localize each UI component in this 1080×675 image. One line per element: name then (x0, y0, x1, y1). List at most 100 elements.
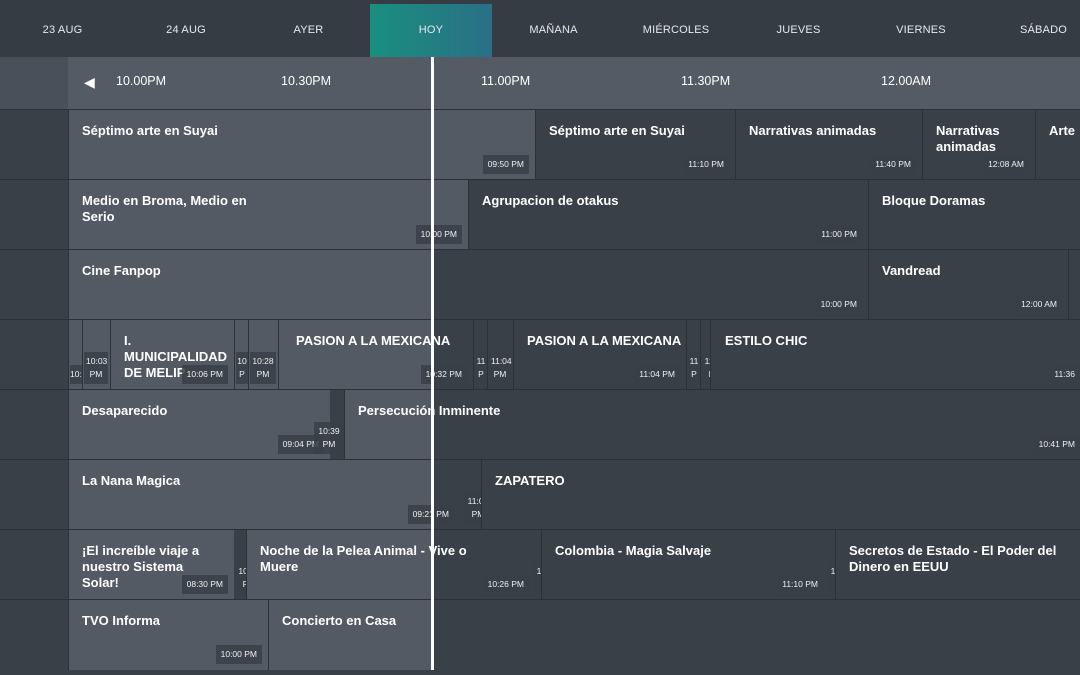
day-tab-manana[interactable]: MAÑANA (529, 24, 578, 36)
channel-row: Cine Fanpop 10:00 PM Vandread 12:00 AM (0, 249, 1080, 320)
channel-row: La Nana Magica 09:21 PM 11:00 PM ZAPATER… (0, 459, 1080, 530)
program-cell[interactable]: ¡El increíble viaje a nuestro Sistema So… (68, 530, 234, 600)
program-cell[interactable]: Persecución Inminente 10:41 PM (344, 390, 1080, 460)
day-tab-hoy[interactable]: HOY (370, 4, 492, 57)
program-title: La Nana Magica (82, 473, 181, 488)
program-cell[interactable]: 11 P (473, 320, 487, 390)
program-time: 10:06 PM (181, 365, 228, 384)
program-cell[interactable]: Medio en Broma, Medio en Serio 10:00 PM (68, 180, 468, 250)
program-cell[interactable]: ESTILO CHIC 11:36 (710, 320, 1080, 390)
program-cell[interactable]: 10:28 PM (248, 320, 278, 390)
program-title: I. MUNICIPALIDAD DE MELIP (124, 333, 228, 380)
program-title: Séptimo arte en Suyai (82, 123, 218, 138)
program-title: ESTILO CHIC (725, 333, 808, 348)
chevron-left-icon[interactable]: ◀ (84, 74, 95, 90)
channel-row: Desaparecido 09:04 PM 10:39 PM Persecuci… (0, 389, 1080, 460)
program-title: Agrupacion de otakus (482, 193, 619, 208)
program-cell[interactable]: Desaparecido 09:04 PM (68, 390, 330, 460)
program-time: 08:30 PM (181, 575, 228, 594)
program-title: Séptimo arte en Suyai (549, 123, 685, 138)
time-tick: 11.00PM (481, 74, 531, 88)
program-time: 11 P (475, 352, 487, 384)
program-title: Bloque Doramas (882, 193, 986, 208)
program-cell[interactable]: Arte (1035, 110, 1080, 180)
channel-logo[interactable] (0, 250, 68, 320)
program-cell[interactable]: 11:04 PM (487, 320, 513, 390)
program-cell[interactable]: Narrativas animadas 12:08 AM (922, 110, 1035, 180)
program-time: 10:41 PM (1033, 435, 1080, 454)
program-cell[interactable]: Agrupacion de otakus 11:00 PM (468, 180, 868, 250)
program-time: 11:00 PM (816, 225, 862, 244)
program-cell[interactable]: Concierto en Casa (268, 600, 1080, 670)
program-cell[interactable]: Séptimo arte en Suyai 09:50 PM (68, 110, 535, 180)
channel-row: ¡El increíble viaje a nuestro Sistema So… (0, 529, 1080, 600)
day-tab-23-aug[interactable]: 23 AUG (42, 24, 83, 36)
program-title: Secretos de Estado - El Poder del Dinero… (849, 543, 1057, 574)
program-time: 10:39 PM (314, 422, 344, 454)
channel-logo[interactable] (0, 390, 68, 460)
day-tab-ayer[interactable]: AYER (293, 24, 324, 36)
timeline-header: ◀ 10.00PM 10.30PM 11.00PM 11.30PM 12.00A… (0, 57, 1080, 109)
program-grid: Séptimo arte en Suyai 09:50 PM Séptimo a… (0, 109, 1080, 670)
program-time: 09:21 PM (407, 505, 454, 524)
program-cell[interactable]: Vandread 12:00 AM (868, 250, 1068, 320)
program-cell[interactable]: La Nana Magica 09:21 PM (68, 460, 472, 530)
program-title: Desaparecido (82, 403, 168, 418)
timeline-track (68, 57, 1080, 109)
program-cell[interactable]: 10:03 PM (82, 320, 110, 390)
program-cell[interactable]: I. MUNICIPALIDAD DE MELIP 10:06 PM (110, 320, 234, 390)
program-time: 11 P (688, 352, 700, 384)
program-time: 11:10 PM (683, 155, 729, 174)
program-cell[interactable]: PASION A LA MEXICANA 10:32 PM (278, 320, 473, 390)
program-cell[interactable]: 10:39 PM (314, 390, 344, 460)
program-title: ZAPATERO (495, 473, 565, 488)
day-tab-miercoles[interactable]: MIÉRCOLES (642, 24, 710, 36)
program-cell[interactable] (1068, 250, 1080, 320)
channel-logo[interactable] (0, 180, 68, 250)
program-time: 10 P (236, 352, 248, 384)
program-time: 09:50 PM (482, 155, 529, 174)
program-cell[interactable]: Colombia - Magia Salvaje 11:10 PM (541, 530, 835, 600)
program-title: Colombia - Magia Salvaje (555, 543, 712, 558)
channel-logo[interactable] (0, 460, 68, 530)
channel-logo[interactable] (0, 110, 68, 180)
program-cell[interactable]: Cine Fanpop 10:00 PM (68, 250, 868, 320)
day-tab-viernes[interactable]: VIERNES (896, 24, 946, 36)
program-title: Vandread (882, 263, 941, 278)
day-selector: 23 AUG 24 AUG AYER HOY MAÑANA MIÉRCOLES … (0, 0, 1080, 57)
program-cell[interactable]: ZAPATERO (481, 460, 1080, 530)
program-cell[interactable]: 10:0 PM (68, 320, 82, 390)
program-cell[interactable]: Narrativas animadas 11:40 PM (735, 110, 922, 180)
channel-logo[interactable] (0, 320, 68, 390)
program-title: Arte (1049, 123, 1076, 138)
program-cell[interactable]: Secretos de Estado - El Poder del Dinero… (835, 530, 1080, 600)
time-tick: 12.00AM (881, 74, 932, 88)
program-cell[interactable]: TVO Informa 10:00 PM (68, 600, 268, 670)
program-time: 10:28 PM (250, 352, 276, 384)
channel-row: Medio en Broma, Medio en Serio 10:00 PM … (0, 179, 1080, 250)
day-tab-24-aug[interactable]: 24 AUG (166, 24, 206, 36)
program-time: 11:04 PM (634, 365, 680, 384)
channel-row: 10:0 PM 10:03 PM I. MUNICIPALIDAD DE MEL… (0, 319, 1080, 390)
program-title: Medio en Broma, Medio en Serio (82, 193, 247, 224)
program-cell[interactable]: Séptimo arte en Suyai 11:10 PM (535, 110, 735, 180)
channel-logo[interactable] (0, 600, 68, 670)
time-tick: 10.30PM (281, 74, 332, 88)
program-time: 11:10 PM (777, 575, 823, 594)
program-title: PASION A LA MEXICANA (296, 333, 451, 348)
program-time: 11:40 PM (870, 155, 916, 174)
program-cell[interactable]: Bloque Doramas (868, 180, 1080, 250)
day-tab-sabado[interactable]: SÁBADO (1019, 24, 1068, 36)
current-time-indicator (431, 57, 434, 670)
channel-logo[interactable] (0, 530, 68, 600)
program-cell[interactable]: 10 P (234, 320, 248, 390)
program-title: Noche de la Pelea Animal - Vive o Muere (260, 543, 467, 574)
time-tick: 10.00PM (116, 74, 167, 88)
program-cell[interactable]: 11 P (686, 320, 700, 390)
program-time: 11:36 (1049, 365, 1080, 384)
program-cell[interactable]: PASION A LA MEXICANA 11:04 PM (513, 320, 686, 390)
day-tab-jueves[interactable]: JUEVES (776, 24, 821, 36)
program-title: Persecución Inminente (358, 403, 501, 418)
program-cell[interactable]: Noche de la Pelea Animal - Vive o Muere … (246, 530, 541, 600)
program-title: Narrativas animadas (749, 123, 877, 138)
